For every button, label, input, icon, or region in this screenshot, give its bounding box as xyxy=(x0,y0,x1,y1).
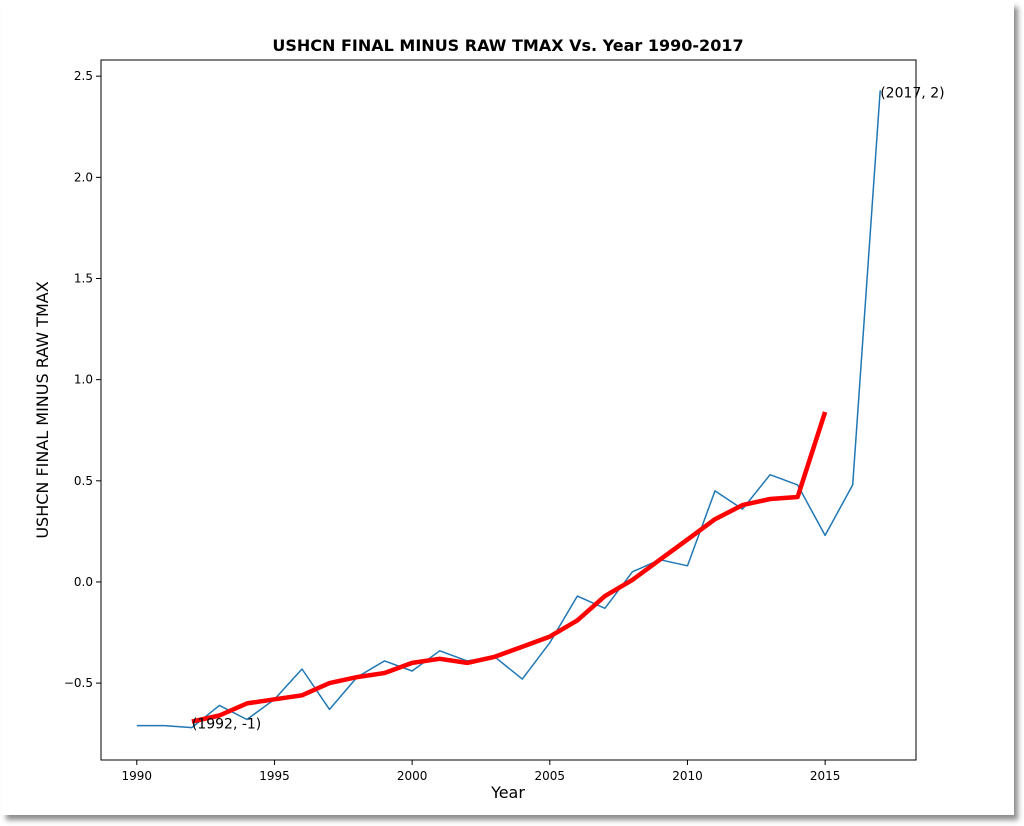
x-tick-label: 2005 xyxy=(535,769,566,783)
annotation-label: (1992, -1) xyxy=(192,717,261,733)
x-tick-label: 2010 xyxy=(672,769,703,783)
data-line xyxy=(136,90,881,729)
y-tick-label: −0.5 xyxy=(64,676,93,690)
y-tick-label: 0.0 xyxy=(74,575,93,589)
y-tick-label: 0.5 xyxy=(74,474,93,488)
plot-area xyxy=(100,59,917,761)
y-axis-label: USHCN FINAL MINUS RAW TMAX xyxy=(33,281,52,538)
y-axis: −0.5 0.0 0.5 1.0 1.5 2.0 2.5 xyxy=(64,69,101,690)
y-tick-label: 1.0 xyxy=(74,373,93,387)
trend-line xyxy=(191,411,828,724)
series-layer xyxy=(136,90,881,729)
y-tick-label: 2.0 xyxy=(74,170,93,184)
annotation-layer: (1992, -1) (2017, 2) xyxy=(192,85,945,732)
annotation-label: (2017, 2) xyxy=(880,85,944,101)
x-axis: 1990 1995 2000 2005 2010 2015 xyxy=(122,760,841,783)
x-tick-label: 2015 xyxy=(810,769,841,783)
x-tick-label: 1995 xyxy=(259,769,290,783)
x-axis-label: Year xyxy=(490,783,525,802)
y-tick-label: 1.5 xyxy=(74,271,93,285)
chart-title: USHCN FINAL MINUS RAW TMAX Vs. Year 1990… xyxy=(272,36,743,55)
y-tick-label: 2.5 xyxy=(74,69,93,83)
x-tick-label: 1990 xyxy=(122,769,153,783)
figure-frame xyxy=(2,2,1014,815)
x-tick-label: 2000 xyxy=(397,769,428,783)
